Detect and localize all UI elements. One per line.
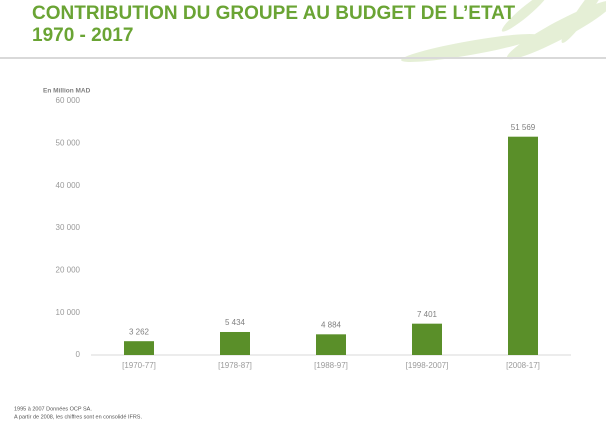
y-tick-label: 0 (76, 350, 81, 359)
chart-subtitle: 1970 - 2017 (32, 25, 133, 46)
footnote: A partir de 2008, les chiffres sont en c… (14, 414, 142, 420)
bar (124, 341, 154, 355)
bar (412, 323, 442, 355)
footnote: 1995 à 2007 Données OCP SA. (14, 406, 92, 412)
value-label: 51 569 (511, 123, 536, 132)
y-tick-label: 40 000 (56, 181, 81, 190)
value-label: 4 884 (321, 320, 342, 329)
x-tick-label: [1978-87] (218, 361, 252, 370)
bar (220, 331, 250, 355)
x-tick-label: [2008-17] (506, 361, 540, 370)
value-label: 5 434 (225, 318, 246, 327)
chart-title: CONTRIBUTION DU GROUPE AU BUDGET DE L’ET… (32, 3, 515, 24)
bar (316, 334, 346, 355)
value-label: 3 262 (129, 327, 150, 336)
y-tick-label: 50 000 (56, 138, 81, 147)
x-tick-label: [1988-97] (314, 361, 348, 370)
value-label: 7 401 (417, 310, 438, 319)
bar (508, 136, 538, 355)
x-tick-label: [1970-77] (122, 361, 156, 370)
x-tick-label: [1998-2007] (406, 361, 449, 370)
y-tick-label: 30 000 (56, 223, 81, 232)
y-axis-label: En Million MAD (43, 88, 91, 95)
leaf-decoration (401, 0, 606, 62)
y-tick-label: 60 000 (56, 96, 81, 105)
y-tick-label: 20 000 (56, 265, 81, 274)
y-tick-label: 10 000 (56, 308, 81, 317)
